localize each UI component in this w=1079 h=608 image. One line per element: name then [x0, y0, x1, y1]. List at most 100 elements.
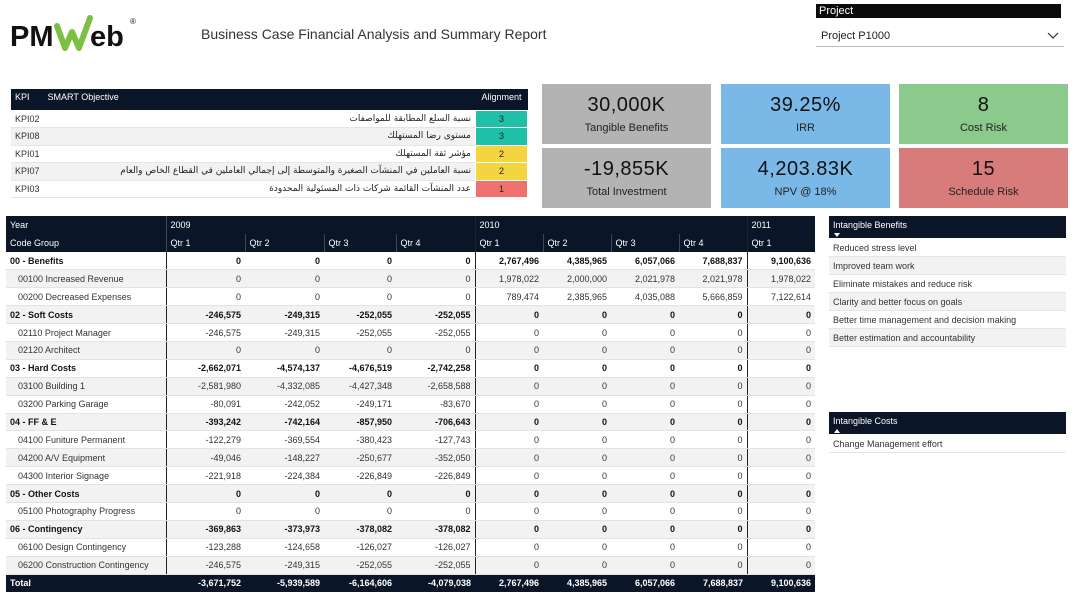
cell-value: -246,575	[166, 323, 245, 342]
cell-value: -742,164	[245, 413, 324, 432]
quarter-header[interactable]: Qtr 1	[165, 234, 245, 252]
irr-card: 39.25% IRR	[721, 84, 890, 144]
project-dropdown[interactable]: Project P1000	[816, 25, 1064, 47]
kpi-row[interactable]: KPI08 مستوى رضا المستهلك 3	[11, 127, 528, 146]
kpi-row[interactable]: KPI02 نسبة السلع المطابقة للمواصفات 3	[11, 109, 528, 128]
cell-value: 0	[166, 502, 245, 521]
total-investment-card: -19,855K Total Investment	[542, 148, 711, 208]
intangible-benefit-item[interactable]: Reduced stress level	[829, 239, 1066, 257]
cell-value: 0	[747, 395, 815, 414]
cell-value: 0	[611, 502, 679, 521]
cell-value: 0	[747, 484, 815, 503]
kpi-row[interactable]: KPI01 مؤشر ثقة المستهلك 2	[11, 144, 528, 163]
detail-row[interactable]: 04200 A/V Equipment -49,046 -148,227 -250,6…	[6, 448, 815, 468]
smart-objective-header[interactable]: SMART Objective	[43, 89, 476, 110]
cell-value: -252,055	[396, 305, 476, 325]
cell-value: 0	[396, 269, 476, 289]
cell-value: 0	[747, 341, 815, 360]
cell-value: 0	[611, 359, 679, 378]
detail-row[interactable]: 00200 Decreased Expenses 0 0 0 0 789,474 2,385…	[6, 287, 815, 307]
intangible-benefit-item[interactable]: Better estimation and accountability	[829, 329, 1066, 347]
quarter-header[interactable]: Qtr 4	[395, 234, 476, 252]
group-row[interactable]: 04 - FF & E -393,242 -742,164 -857,950 -706,…	[6, 413, 815, 432]
cell-value: 0	[245, 341, 324, 360]
cell-value: 0	[543, 413, 611, 432]
detail-row[interactable]: 02120 Architect 0 0 0 0 0 0 0 0 0	[6, 341, 815, 360]
total-investment-label: Total Investment	[586, 186, 667, 198]
quarter-header[interactable]: Qtr 4	[678, 234, 748, 252]
year-header[interactable]: Year	[6, 216, 166, 234]
cell-value: 0	[245, 252, 324, 271]
detail-row[interactable]: 04100 Funiture Permanent -122,279 -369,554…	[6, 430, 815, 450]
quarter-header[interactable]: Qtr 2	[244, 234, 324, 252]
row-label: 04300 Interior Signage	[6, 466, 167, 486]
group-row[interactable]: 03 - Hard Costs -2,662,071 -4,574,137 -4,67…	[6, 359, 815, 378]
cell-value: -4,332,085	[245, 377, 324, 396]
sort-asc-icon	[834, 429, 840, 433]
alignment-header[interactable]: Alignment	[475, 89, 528, 110]
cell-value: 0	[475, 448, 543, 468]
detail-row[interactable]: 05100 Photography Progress 0 0 0 0 0 0 0 0 0	[6, 502, 815, 521]
tangible-benefits-label: Tangible Benefits	[584, 122, 669, 134]
cell-value: -2,581,980	[166, 377, 245, 396]
cell-value: 0	[611, 377, 679, 396]
kpi-row[interactable]: KPI03 عدد المنشآت القائمة شركات ذات المسئ…	[11, 179, 528, 198]
npv-label: NPV @ 18%	[774, 186, 837, 198]
kpi-code: KPI08	[11, 127, 44, 146]
kpi-header[interactable]: KPI	[11, 89, 44, 110]
detail-row[interactable]: 04300 Interior Signage -221,918 -224,384 -2…	[6, 466, 815, 486]
kpi-objective: نسبة العاملين في المنشآت الصغيرة والمتوس…	[43, 162, 476, 181]
detail-row[interactable]: 06200 Construction Contingency -246,575 -2…	[6, 556, 815, 575]
cell-value: 2,767,496	[475, 252, 543, 271]
cell-value: 0	[543, 556, 611, 575]
cell-value: 0	[611, 323, 679, 342]
kpi-row[interactable]: KPI07 نسبة العاملين في المنشآت الصغيرة وا…	[11, 162, 528, 181]
quarter-header[interactable]: Qtr 1	[474, 234, 543, 252]
code-group-header[interactable]: Code Group	[6, 234, 166, 252]
intangible-benefit-item[interactable]: Better time management and decision maki…	[829, 311, 1066, 329]
kpi-alignment-score: 3	[475, 127, 528, 146]
cell-value: 0	[324, 287, 396, 307]
logo-graphic: PM eb ®	[10, 15, 136, 53]
intangible-benefit-item[interactable]: Clarity and better focus on goals	[829, 293, 1066, 311]
cell-value: -393,242	[166, 413, 245, 432]
cell-value: 2,000,000	[543, 269, 611, 289]
intangible-benefit-item[interactable]: Eliminate mistakes and reduce risk	[829, 275, 1066, 293]
total-value: -4,079,038	[396, 574, 475, 592]
group-row[interactable]: 02 - Soft Costs -246,575 -249,315 -252,055-…	[6, 305, 815, 325]
cell-value: 9,100,636	[747, 252, 815, 271]
sort-desc-icon	[834, 233, 840, 237]
intangible-costs-header[interactable]: Intangible Costs	[829, 412, 1066, 434]
cell-value: -380,423	[324, 430, 396, 450]
intangible-benefit-item[interactable]: Improved team work	[829, 257, 1066, 275]
year-2010-header[interactable]: 2010	[474, 216, 748, 234]
quarter-header[interactable]: Qtr 1	[746, 234, 815, 252]
kpi-alignment-score: 1	[475, 179, 528, 198]
cell-value: 0	[679, 341, 748, 360]
cell-value: 0	[475, 323, 543, 342]
group-row[interactable]: 06 - Contingency -369,863 -373,973 -378,082…	[6, 520, 815, 539]
cell-value: -2,742,258	[396, 359, 476, 378]
cell-value: 0	[245, 502, 324, 521]
detail-row[interactable]: 06100 Design Contingency -123,288 -124,658…	[6, 538, 815, 557]
irr-label: IRR	[796, 122, 815, 134]
group-row[interactable]: 00 - Benefits 0 0 0 0 2,767,496 4,385,965 6,057…	[6, 252, 815, 271]
year-2011-header[interactable]: 2011	[746, 216, 815, 234]
group-row[interactable]: 05 - Other Costs 0 0 0 0 0 0 0 0 0	[6, 484, 815, 503]
detail-row[interactable]: 03200 Parking Garage -80,091 -242,052 -249,…	[6, 395, 815, 414]
quarter-header[interactable]: Qtr 2	[542, 234, 611, 252]
intangible-cost-item[interactable]: Change Management effort	[829, 435, 1066, 453]
cell-value: 0	[611, 466, 679, 486]
cell-value: -369,863	[166, 520, 245, 539]
detail-row[interactable]: 00100 Increased Revenue 0 0 0 0 1,978,022 2,00…	[6, 269, 815, 289]
detail-row[interactable]: 03100 Building 1 -2,581,980 -4,332,085 -4,4…	[6, 377, 815, 396]
intangible-benefits-header[interactable]: Intangible Benefits	[829, 216, 1066, 238]
cell-value: 1,978,022	[747, 269, 815, 289]
cell-value: -252,055	[324, 556, 396, 575]
quarter-header[interactable]: Qtr 3	[610, 234, 679, 252]
detail-row[interactable]: 02110 Project Manager -246,575 -249,315 -25…	[6, 323, 815, 342]
row-label: 05 - Other Costs	[6, 484, 167, 503]
year-2009-header[interactable]: 2009	[165, 216, 476, 234]
quarter-header[interactable]: Qtr 3	[323, 234, 396, 252]
kpi-objective: مستوى رضا المستهلك	[43, 127, 476, 146]
